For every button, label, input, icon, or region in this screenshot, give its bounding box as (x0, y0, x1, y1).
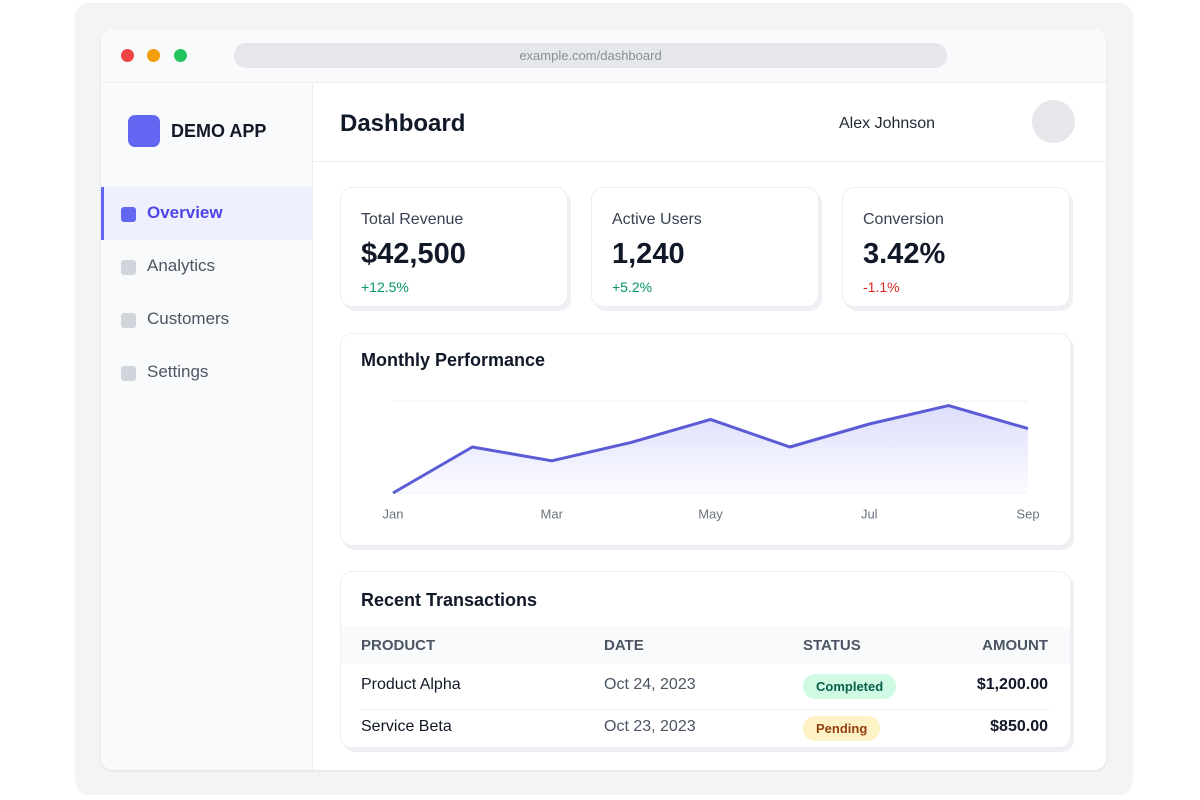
x-tick-label: Jul (861, 506, 878, 521)
table-title: Recent Transactions (361, 590, 538, 610)
nav-label: Customers (147, 309, 230, 328)
nav-item[interactable]: Analytics (101, 240, 312, 293)
nav-item[interactable]: Settings (101, 346, 312, 399)
cell: $850.00 (990, 718, 1048, 735)
address-bar[interactable]: example.com/dashboard (234, 43, 947, 68)
chart-title: Monthly Performance (361, 350, 545, 370)
stat-card: Active Users 1,240 +5.2% (591, 187, 819, 307)
nav-item[interactable]: Overview (101, 187, 312, 240)
table-card: Recent Transactions PRODUCT DATE STATUS … (340, 571, 1071, 748)
cell: $1,200.00 (976, 676, 1048, 693)
stat-value: $42,500 (361, 238, 466, 270)
cell: Oct 24, 2023 (604, 676, 696, 693)
stat-value: 1,240 (612, 238, 685, 270)
browser-bar: example.com/dashboard (101, 29, 1106, 83)
column-header: PRODUCT (361, 637, 436, 654)
stat-change: -1.1% (863, 279, 900, 295)
x-tick-label: May (698, 506, 723, 521)
browser-window: example.com/dashboard DEMO APP Overview … (101, 29, 1106, 770)
close-dot[interactable] (121, 49, 134, 62)
status-badge: Pending (803, 716, 881, 741)
chart-card: Monthly Performance Jan Mar May Jul Sep (340, 333, 1071, 546)
x-tick-label: Mar (541, 506, 564, 521)
status-badge: Completed (803, 674, 897, 699)
area (393, 405, 1028, 493)
line (392, 404, 1029, 495)
nav-label: Analytics (147, 256, 216, 275)
stat-card: Total Revenue $42,500 +12.5% (340, 187, 568, 307)
brand: DEMO APP (171, 121, 267, 141)
stat-label: Total Revenue (361, 211, 464, 228)
logo (128, 115, 160, 147)
nav-label: Overview (147, 203, 223, 222)
nav-item[interactable]: Customers (101, 293, 312, 346)
x-tick-label: Sep (1016, 506, 1039, 521)
cell: Oct 23, 2023 (604, 718, 696, 735)
row-divider (361, 709, 1050, 710)
table-header (341, 626, 1070, 664)
sidebar: DEMO APP Overview Analytics Customers Se… (101, 83, 313, 770)
header: Dashboard Alex Johnson (313, 83, 1106, 162)
cell: Service Beta (361, 718, 452, 735)
avatar[interactable] (1032, 100, 1075, 143)
chart: Monthly Performance Jan Mar May Jul Sep (361, 350, 1040, 522)
stat-value: 3.42% (863, 238, 946, 270)
user-name[interactable]: Alex Johnson (839, 115, 936, 132)
page-title: Dashboard (340, 110, 466, 137)
stat-label: Conversion (863, 211, 944, 228)
column-header: DATE (604, 637, 644, 654)
maximize-dot[interactable] (174, 49, 187, 62)
stat-change: +5.2% (612, 279, 653, 295)
stat-label: Active Users (612, 211, 702, 228)
column-header: AMOUNT (982, 637, 1048, 654)
stat-card: Conversion 3.42% -1.1% (842, 187, 1070, 307)
minimize-dot[interactable] (147, 49, 160, 62)
x-tick-label: Jan (383, 506, 404, 521)
nav-label: Settings (147, 362, 209, 381)
stat-change: +12.5% (361, 279, 409, 295)
column-header: STATUS (803, 637, 861, 654)
cell: Product Alpha (361, 676, 461, 693)
